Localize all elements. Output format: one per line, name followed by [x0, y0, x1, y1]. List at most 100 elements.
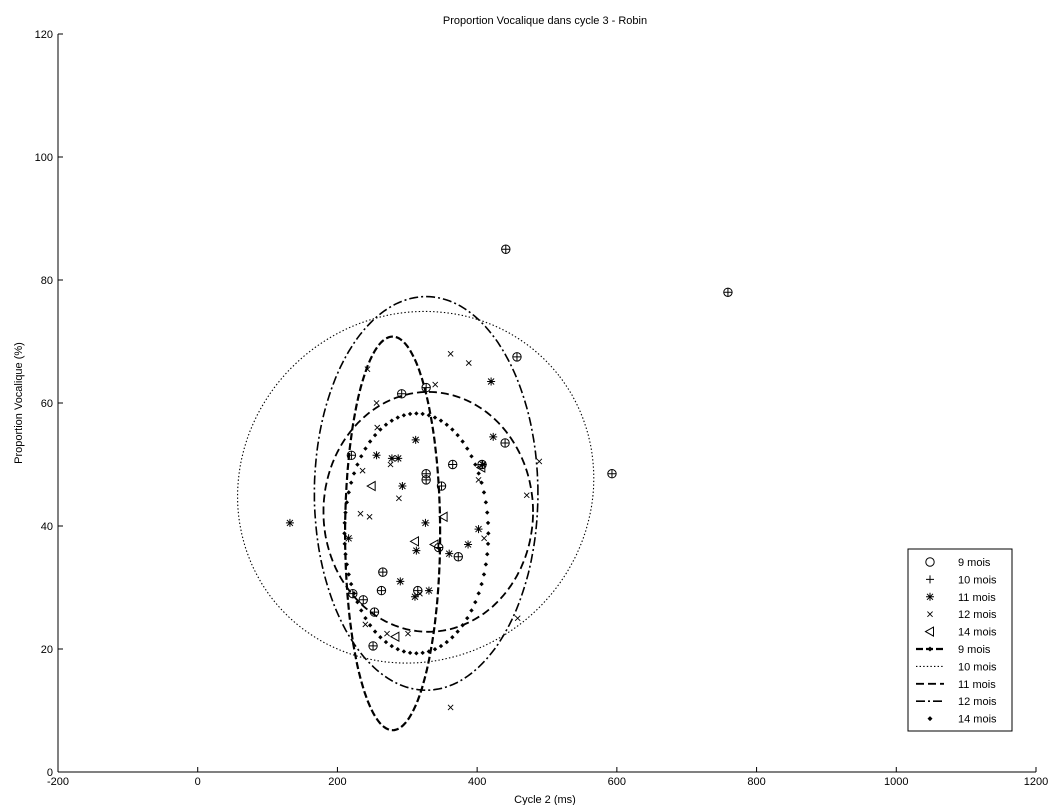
- legend-label: 10 mois: [958, 661, 997, 673]
- ellipse-14-mois-dot: [426, 649, 432, 654]
- point-12-mois: [475, 476, 482, 483]
- legend-label: 10 mois: [958, 574, 997, 586]
- ellipse-14-mois-dot: [481, 490, 487, 495]
- x-tick-label: 1200: [1024, 776, 1048, 788]
- ellipse-14-mois-dot: [359, 454, 364, 459]
- ellipse-14-mois-dot: [469, 454, 474, 459]
- point-12-mois: [514, 615, 521, 622]
- ellipse-14-mois-dot: [401, 649, 407, 654]
- x-tick-label: 800: [747, 776, 765, 788]
- ellipse-14-mois-dot: [407, 411, 413, 417]
- y-tick-label: 80: [41, 275, 53, 287]
- ellipse-14-mois-dot: [355, 462, 360, 467]
- ellipse-14-mois-dot: [414, 411, 419, 416]
- point-12-mois: [447, 704, 454, 711]
- point-12-mois: [357, 510, 364, 517]
- point-9-mois-cross: [512, 352, 522, 362]
- point-11-mois: [474, 525, 483, 534]
- point-12-mois: [366, 513, 373, 520]
- legend-symbol: [926, 592, 934, 601]
- point-12-mois: [362, 621, 369, 628]
- ellipse-14-mois-dot: [455, 629, 460, 634]
- ellipse-14-mois-dot: [432, 415, 438, 420]
- ellipse-14-mois-dot: [486, 531, 491, 536]
- y-axis-title: Proportion Vocalique (%): [13, 342, 25, 464]
- ellipse-14-mois-dot: [395, 415, 400, 420]
- ellipse-14-mois-dot: [372, 629, 378, 634]
- point-14-mois: [409, 536, 419, 547]
- ellipse-14-mois-dot: [450, 635, 455, 640]
- legend-symbol: [926, 575, 934, 584]
- point-9-mois-cross: [397, 389, 406, 398]
- point-12-mois: [447, 350, 454, 357]
- y-tick-label: 100: [35, 152, 53, 164]
- point-14-mois: [429, 539, 439, 550]
- point-9-mois-cross: [370, 607, 379, 617]
- point-12-mois: [359, 467, 366, 474]
- ellipse-14-mois-dot: [407, 650, 413, 656]
- legend-symbol-marker: [927, 646, 933, 652]
- ellipse-14-mois-dot: [389, 643, 394, 649]
- ellipse-14-mois-dot: [483, 500, 489, 505]
- legend-label: 9 mois: [958, 557, 991, 569]
- legend-symbol: [927, 611, 933, 618]
- ellipse-14-mois-dot: [343, 510, 348, 515]
- ellipse-14-mois-dot: [485, 510, 490, 515]
- point-9-mois-cross: [723, 288, 733, 297]
- point-12-mois: [364, 366, 371, 373]
- ellipse-14-mois-dot: [479, 581, 484, 587]
- ellipse-14-mois-dot: [481, 572, 487, 577]
- point-14-mois: [389, 631, 400, 643]
- point-12-mois: [387, 461, 394, 468]
- legend-symbol: [927, 716, 933, 722]
- ellipse-14-mois-dot: [420, 411, 425, 417]
- ellipse-14-mois-dot: [355, 599, 360, 605]
- point-11-mois: [489, 432, 498, 441]
- ellipse-14-mois-dot: [363, 615, 368, 621]
- point-11-mois: [394, 454, 403, 463]
- y-tick-label: 20: [41, 644, 53, 656]
- x-tick-label: 400: [468, 776, 486, 788]
- ellipse-14-mois-dot: [432, 647, 438, 652]
- ellipse-14-mois-dot: [485, 520, 491, 526]
- point-11-mois: [410, 592, 419, 601]
- ellipse-14-mois-dot: [395, 647, 400, 652]
- ellipse-14-mois-dot: [473, 599, 478, 605]
- point-11-mois: [344, 534, 353, 543]
- legend-label: 9 mois: [958, 644, 991, 656]
- point-9-mois-cross: [421, 475, 431, 485]
- point-11-mois: [445, 549, 454, 558]
- point-12-mois: [405, 630, 411, 637]
- point-12-mois: [536, 458, 543, 465]
- point-9-mois-cross: [359, 595, 368, 604]
- point-9-mois-cross: [421, 383, 431, 392]
- point-12-mois: [465, 360, 472, 366]
- legend-symbol: [925, 557, 935, 567]
- ellipse-14-mois-dot: [420, 650, 425, 656]
- point-12-mois: [395, 495, 402, 502]
- point-9-mois-cross: [368, 641, 378, 651]
- legend-label: 12 mois: [958, 609, 997, 621]
- point-layer: [285, 244, 733, 711]
- point-12-mois: [481, 535, 488, 542]
- point-11-mois: [487, 377, 496, 386]
- legend-label: 14 mois: [958, 627, 997, 639]
- ellipse-14-mois-dot: [444, 639, 449, 645]
- legend: 9 mois 10 mois 11 mois 12 mois 14 mois 9 mois…: [907, 548, 1013, 732]
- ellipse-14-mois-dot: [465, 615, 470, 621]
- ellipse-14-mois-dot: [342, 520, 347, 526]
- ellipse-14-mois-dot: [359, 608, 364, 613]
- legend-box: [907, 548, 1013, 732]
- point-11-mois: [396, 577, 405, 586]
- ellipse-14-mois-dot: [469, 608, 474, 613]
- ellipse-14-mois-dot: [348, 480, 354, 485]
- point-11-mois: [412, 546, 421, 555]
- x-tick-label: -200: [47, 776, 69, 788]
- ellipse-14-mois-dot: [342, 541, 347, 547]
- ellipse-14-mois-dot: [367, 623, 373, 628]
- x-tick-label: 1000: [884, 776, 908, 788]
- point-11-mois: [387, 454, 396, 463]
- y-tick-label: 40: [41, 521, 53, 533]
